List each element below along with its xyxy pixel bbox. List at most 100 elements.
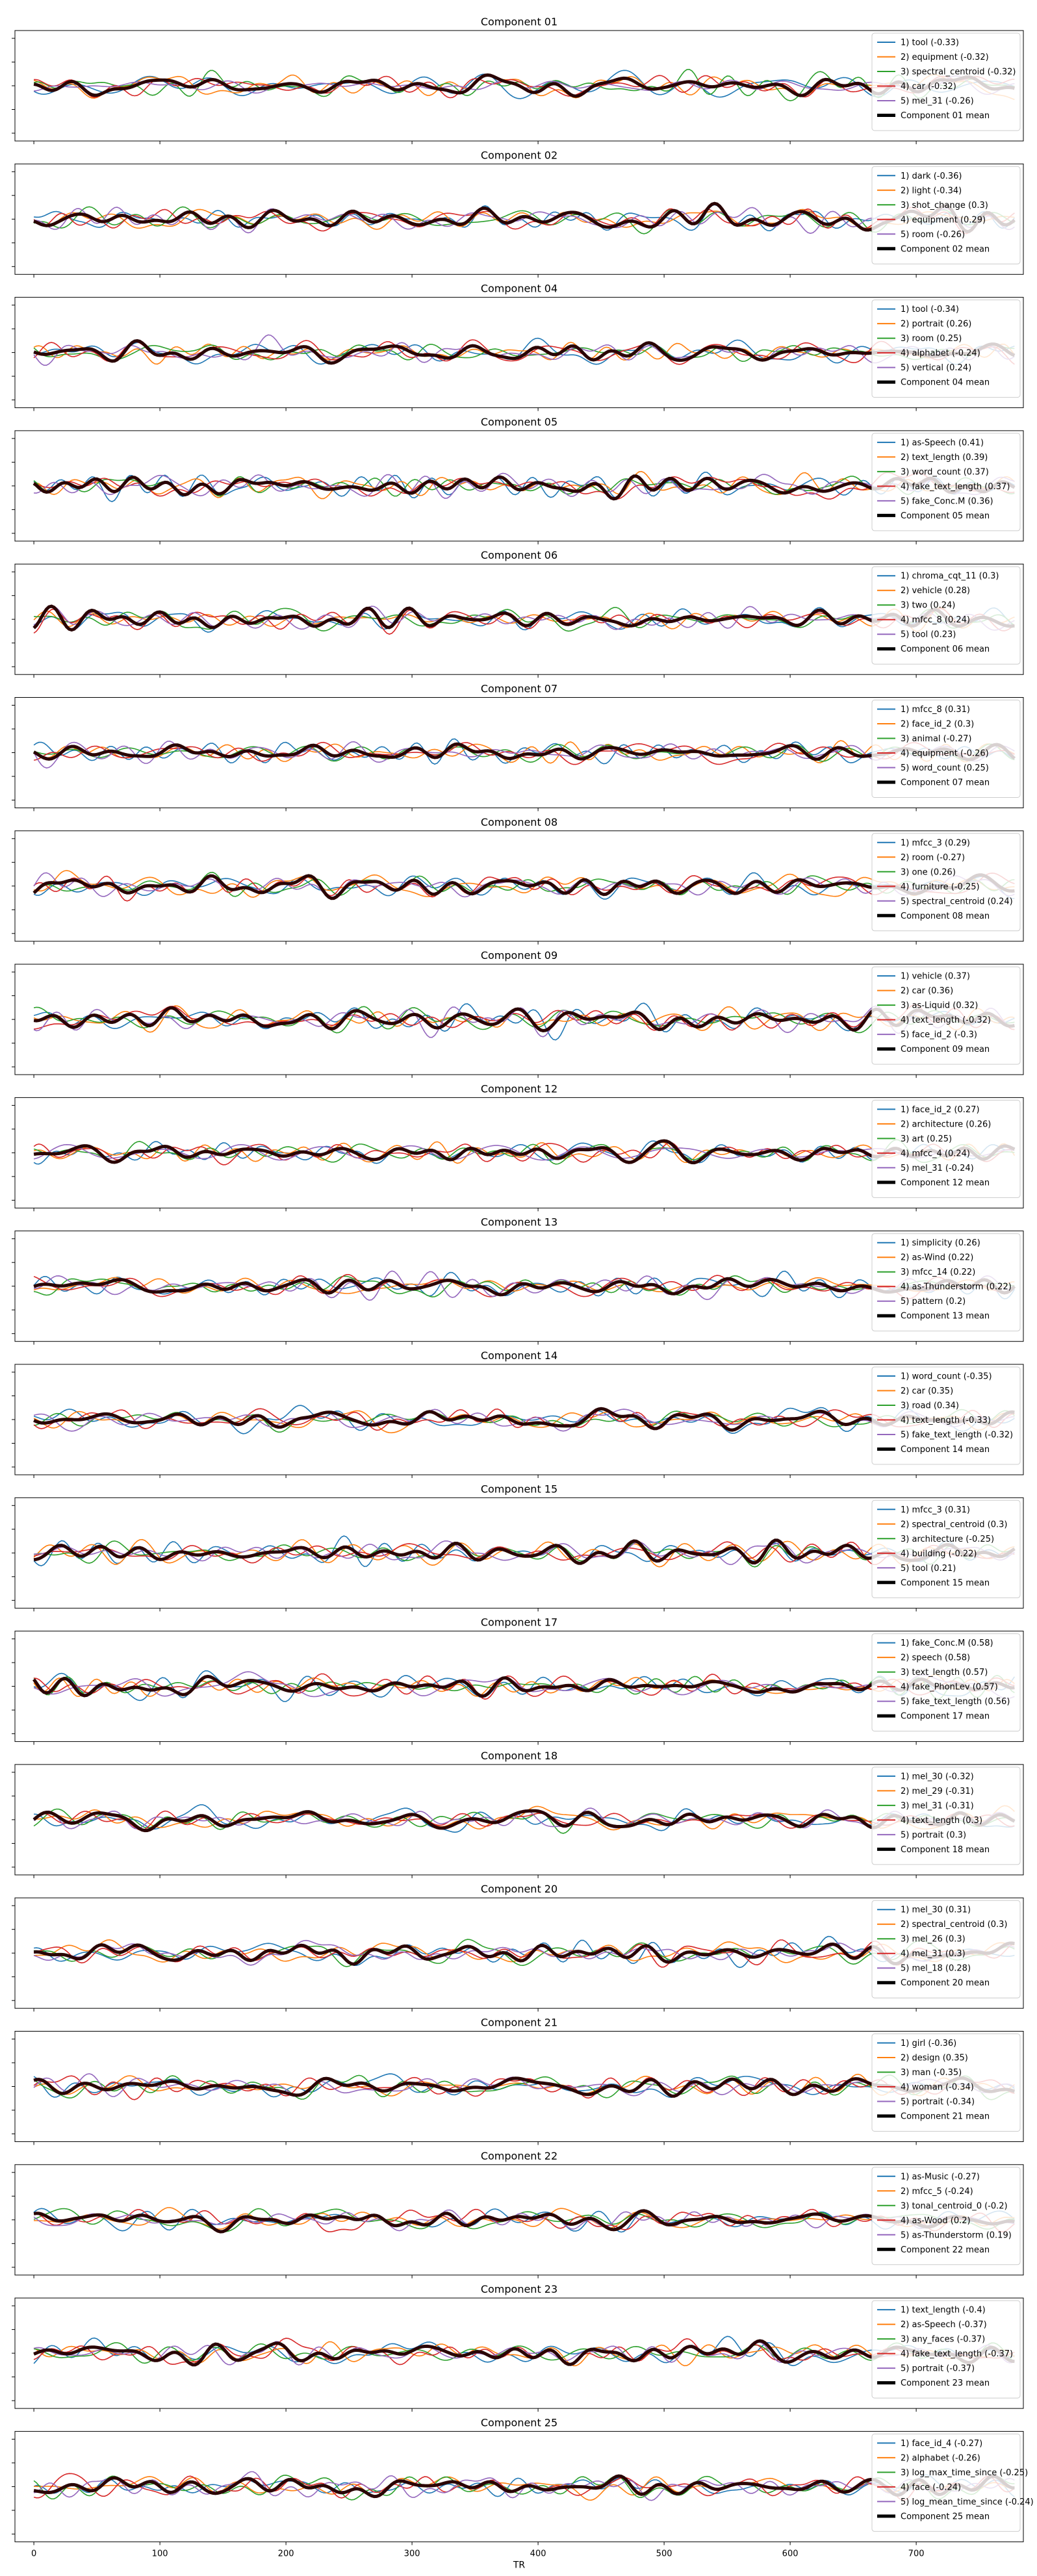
mean-line (33, 1006, 1015, 1033)
legend-label: 5) tool (0.21) (901, 1564, 956, 1574)
mean-line (32, 873, 1015, 900)
chart-panel: Component 20 1) mel_30 (0.31) 2) spectral_… (12, 1883, 1024, 2012)
legend-label: 1) mfcc_3 (0.29) (901, 838, 970, 848)
mean-line (33, 2076, 1016, 2098)
legend-label: 5) portrait (-0.34) (901, 2097, 975, 2107)
legend-label: 5) fake_text_length (0.56) (901, 1697, 1010, 1707)
legend-label: 2) alphabet (-0.26) (901, 2453, 980, 2463)
axes-frame (14, 2430, 1024, 2542)
mean-line (32, 474, 1016, 501)
x-tick-label: 300 (404, 2549, 420, 2558)
legend: 1) mel_30 (-0.32) 2) mel_29 (-0.31) 3) mel… (871, 1766, 1021, 1865)
legend-label: 4) text_length (-0.32) (901, 1015, 991, 1025)
axes-frame (14, 963, 1024, 1075)
legend-box (871, 166, 1021, 264)
legend-label: 5) room (-0.26) (901, 230, 965, 240)
chart-panel: Component 14 1) word_count (-0.35) 2) car … (12, 1349, 1024, 1478)
legend-label: 4) mel_31 (0.3) (901, 1949, 966, 1959)
mean-line (32, 742, 1016, 761)
panel-title: Component 07 (481, 683, 557, 695)
legend-label: 2) equipment (-0.32) (901, 53, 989, 62)
legend-label: 4) furniture (-0.25) (901, 882, 980, 892)
legend-label: 3) any_faces (-0.37) (901, 2335, 985, 2345)
legend-box (871, 1233, 1021, 1332)
legend-label: 4) mfcc_4 (0.24) (901, 1149, 970, 1158)
legend-box (871, 300, 1021, 398)
panel-title: Component 17 (481, 1616, 557, 1629)
series-line (33, 2474, 1015, 2497)
legend: 1) mfcc_3 (0.29) 2) room (-0.27) 3) one (0… (871, 833, 1021, 932)
legend-label: 3) mel_31 (-0.31) (901, 1801, 974, 1811)
series-line (33, 606, 1015, 631)
legend-label: 1) word_count (-0.35) (901, 1372, 992, 1382)
legend-box (871, 1099, 1021, 1198)
axes-frame (14, 1497, 1024, 1609)
axes-frame (14, 1764, 1024, 1876)
legend-label: 1) chroma_cqt_11 (0.3) (901, 572, 999, 581)
panel-title: Component 20 (481, 1883, 557, 1895)
legend-label: 5) fake_Conc.M (0.36) (901, 496, 993, 506)
legend-label: 2) spectral_centroid (0.3) (901, 1520, 1007, 1529)
legend-label: 4) car (-0.32) (901, 82, 956, 92)
legend-label: 4) as-Thunderstorm (0.22) (901, 1282, 1012, 1292)
axes-frame (14, 2164, 1024, 2276)
series-line (33, 2073, 1015, 2097)
legend-label: 3) shot_change (0.3) (901, 201, 988, 210)
legend: 1) mfcc_8 (0.31) 2) face_id_2 (0.3) 3) ani… (871, 700, 1021, 798)
legend-label: Component 25 mean (901, 2512, 990, 2521)
legend-box (871, 1633, 1021, 1732)
legend-label: 2) car (0.36) (901, 986, 953, 996)
legend: 1) face_id_2 (0.27) 2) architecture (0.26… (871, 1099, 1021, 1198)
series-line (33, 334, 1015, 366)
legend-box (871, 2300, 1021, 2399)
panel-title: Component 22 (481, 2150, 557, 2162)
legend-label: 1) mel_30 (0.31) (901, 1906, 971, 1915)
legend-label: 1) as-Music (-0.27) (901, 2172, 980, 2182)
mean-line (33, 1407, 1015, 1432)
mean-line (33, 1941, 1015, 1966)
series-line (33, 472, 1015, 502)
legend-label: 3) art (0.25) (901, 1134, 952, 1144)
panel-title: Component 01 (481, 16, 557, 28)
x-tick-label: 0 (31, 2549, 36, 2558)
panel-title: Component 04 (481, 283, 557, 295)
panel-title: Component 23 (481, 2283, 557, 2295)
legend-label: 5) mel_31 (-0.24) (901, 1164, 974, 1173)
legend: 1) vehicle (0.37) 2) car (0.36) 3) as-Liqu… (871, 966, 1021, 1065)
series-line (34, 607, 1015, 632)
axes-frame (14, 2031, 1024, 2142)
legend-label: 3) word_count (0.37) (901, 467, 989, 477)
legend-label: 1) dark (-0.36) (901, 172, 962, 181)
chart-panel: Component 05 1) as-Speech (0.41) 2) text_l… (12, 416, 1024, 544)
legend: 1) chroma_cqt_11 (0.3) 2) vehicle (0.28) 3… (871, 566, 1021, 665)
series-line (33, 1810, 1015, 1831)
legend-label: 4) fake_text_length (-0.37) (901, 2349, 1013, 2359)
legend-label: 2) as-Speech (-0.37) (901, 2320, 987, 2330)
legend-label: 1) fake_Conc.M (0.58) (901, 1639, 993, 1648)
mean-line (33, 2474, 1015, 2499)
x-tick-label: 600 (782, 2549, 799, 2558)
x-tick-label: 700 (908, 2549, 925, 2558)
panel-title: Component 21 (481, 2017, 557, 2029)
chart-panel: Component 12 1) face_id_2 (0.27) 2) archit… (12, 1082, 1024, 1212)
legend-box (871, 1366, 1021, 1465)
mean-line (33, 338, 1016, 365)
legend-label: 4) mfcc_8 (0.24) (901, 615, 970, 625)
axes-frame (14, 1631, 1024, 1742)
legend: 1) as-Music (-0.27) 2) mfcc_5 (-0.24) 3) t… (871, 2167, 1021, 2265)
legend-label: 1) simplicity (0.26) (901, 1238, 980, 1248)
legend: 1) simplicity (0.26) 2) as-Wind (0.22) 3) … (871, 1233, 1021, 1332)
legend-label: 2) architecture (0.26) (901, 1119, 991, 1129)
axes-frame (14, 1097, 1024, 1208)
legend-label: 3) two (0.24) (901, 601, 955, 611)
legend-box (871, 2433, 1021, 2532)
legend-label: 4) fake_text_length (0.37) (901, 482, 1010, 492)
legend-box (871, 700, 1021, 798)
legend-label: 2) room (-0.27) (901, 853, 965, 863)
panel-title: Component 02 (481, 149, 557, 161)
series-line (33, 1139, 1015, 1165)
legend-label: 2) text_length (0.39) (901, 453, 988, 463)
series-line (34, 75, 1015, 99)
legend-label: 5) portrait (-0.37) (901, 2364, 975, 2374)
legend-label: 3) man (-0.35) (901, 2068, 962, 2078)
